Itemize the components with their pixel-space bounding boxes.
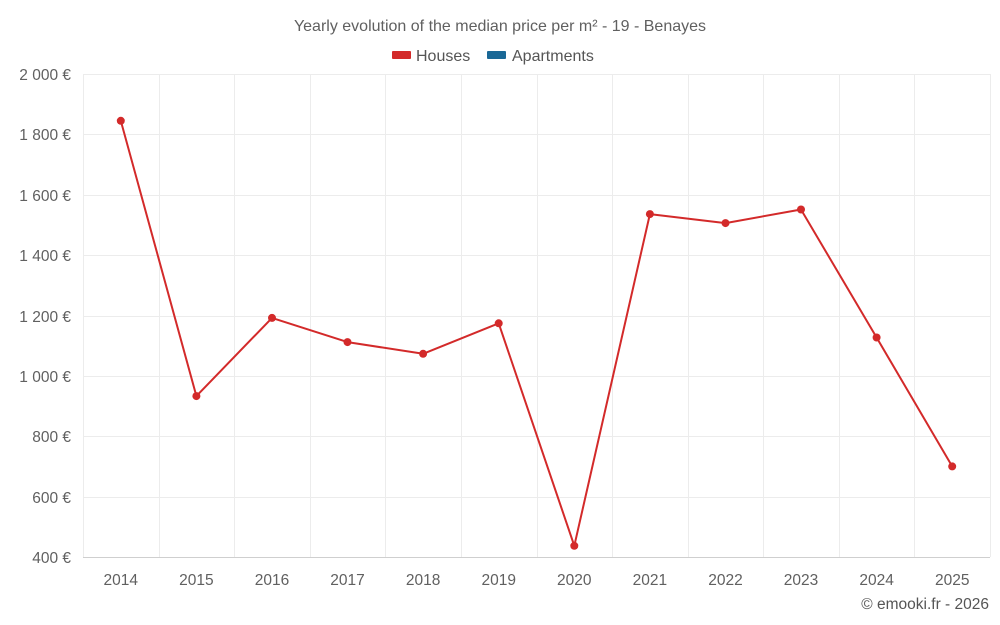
x-tick-label: 2016: [255, 572, 289, 589]
x-tick-label: 2024: [859, 572, 894, 589]
legend: Houses Apartments: [392, 48, 594, 65]
legend-swatch-apartments: [487, 51, 506, 59]
x-tick-label: 2019: [481, 572, 515, 589]
series-line-houses: [119, 120, 954, 547]
x-tick-label: 2021: [633, 572, 667, 589]
x-tick-label: 2018: [406, 572, 440, 589]
legend-label-apartments: Apartments: [512, 48, 594, 65]
x-gridlines: [83, 74, 991, 557]
chart-title: Yearly evolution of the median price per…: [294, 18, 706, 35]
x-tick-label: 2020: [557, 572, 592, 589]
y-tick-label: 1 200 €: [19, 309, 71, 326]
y-tick-label: 1 600 €: [19, 188, 71, 205]
x-tick-label: 2023: [784, 572, 818, 589]
legend-label-houses: Houses: [416, 48, 470, 65]
data-point-houses[interactable]: [116, 116, 125, 125]
y-tick-label: 1 000 €: [19, 369, 71, 386]
y-tick-label: 400 €: [32, 550, 71, 567]
data-point-houses[interactable]: [948, 462, 957, 471]
y-gridlines: [83, 74, 990, 498]
data-point-houses[interactable]: [268, 313, 276, 322]
data-point-houses[interactable]: [645, 210, 654, 219]
y-tick-label: 600 €: [32, 490, 71, 507]
x-tick-label: 2022: [708, 572, 742, 589]
data-point-houses[interactable]: [343, 338, 352, 347]
x-tick-label: 2025: [935, 572, 969, 589]
data-point-houses[interactable]: [872, 333, 881, 342]
x-tick-label: 2017: [330, 572, 364, 589]
data-point-houses[interactable]: [721, 219, 730, 228]
y-tick-label: 800 €: [32, 429, 71, 446]
y-tick-label: 2 000 €: [19, 67, 71, 84]
x-tick-label: 2015: [179, 572, 213, 589]
x-tick-label: 2014: [104, 572, 139, 589]
credit-text: © emooki.fr - 2026: [861, 596, 989, 613]
y-tick-label: 1 800 €: [19, 127, 71, 144]
legend-item-houses[interactable]: Houses: [392, 48, 470, 65]
data-point-houses[interactable]: [570, 541, 579, 550]
series-layer: [116, 116, 957, 550]
legend-item-apartments[interactable]: Apartments: [487, 48, 594, 65]
data-point-houses[interactable]: [419, 349, 428, 358]
y-tick-labels: 400 € 600 € 800 € 1 000 € 1 200 € 1 400 € 1 60…: [19, 67, 71, 567]
x-tick-labels: 2014 2015 2016 2017 2018 2019 2020 2021 2022 2023…: [104, 572, 970, 589]
y-tick-label: 1 400 €: [19, 248, 71, 265]
data-point-houses[interactable]: [494, 319, 503, 328]
legend-swatch-houses: [392, 51, 411, 59]
data-point-houses[interactable]: [192, 392, 201, 401]
data-point-houses[interactable]: [797, 205, 805, 214]
